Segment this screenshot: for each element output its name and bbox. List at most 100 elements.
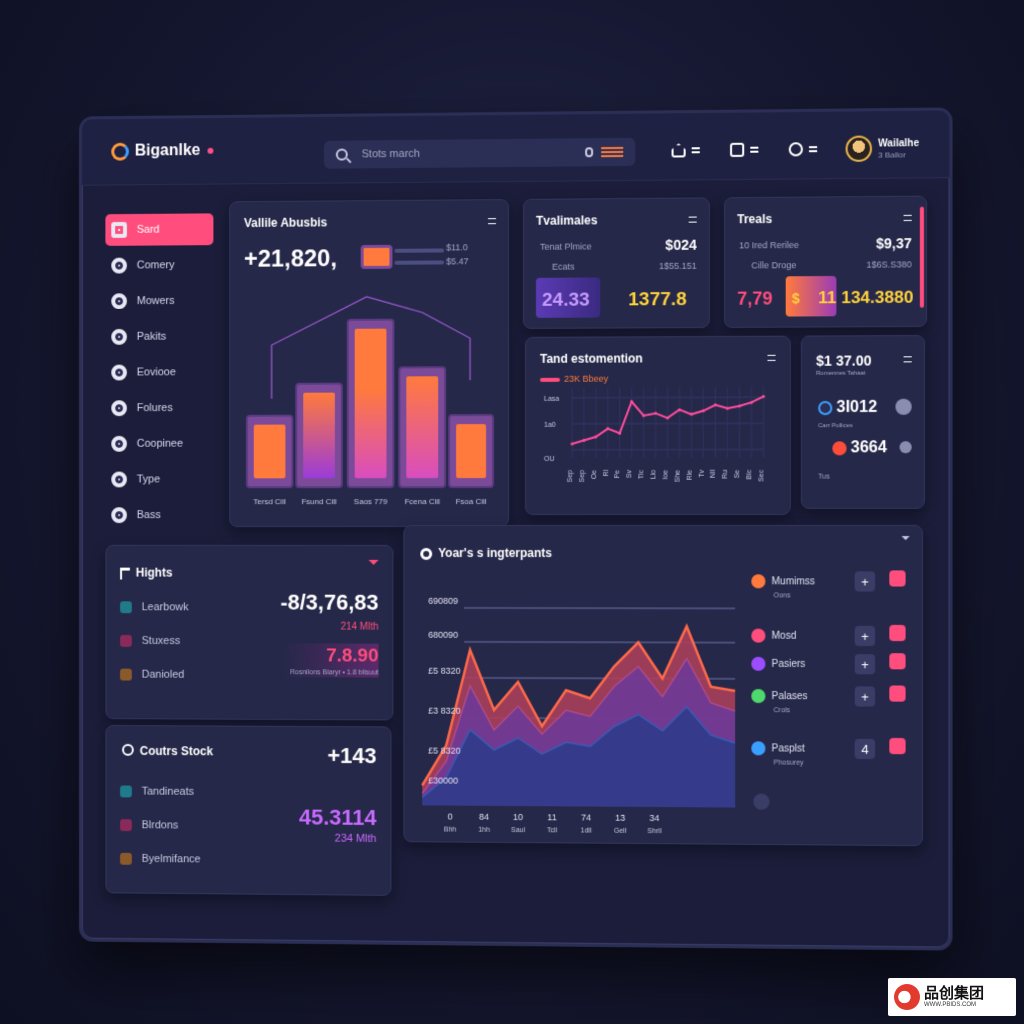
- mini-row2: 3664: [851, 439, 887, 457]
- trend-point[interactable]: [630, 400, 633, 403]
- member-add-button[interactable]: +: [855, 626, 875, 646]
- avatar[interactable]: [846, 135, 872, 161]
- sidebar-item-icon: [111, 258, 127, 274]
- app-logo[interactable]: Biganlke: [111, 142, 213, 161]
- sidebar-item[interactable]: Sard: [105, 213, 213, 246]
- sidebar-item[interactable]: Mowers: [105, 285, 213, 317]
- member-row[interactable]: Mosd: [751, 623, 907, 650]
- user-profile[interactable]: Wailalhe 3 Ballor: [846, 135, 920, 162]
- member-sub: Oons: [774, 592, 791, 599]
- value-bar[interactable]: [448, 414, 494, 488]
- book-nav[interactable]: [730, 143, 758, 157]
- trend-point[interactable]: [606, 427, 609, 430]
- member-row[interactable]: Mumimss: [751, 568, 907, 594]
- treals-card: Treals 10 Ired Rerilee $9,37 Cille Droge…: [724, 196, 927, 328]
- sidebar-item-label: Comery: [137, 259, 175, 271]
- member-add-button[interactable]: +: [855, 571, 875, 591]
- top-nav-icons: [672, 142, 818, 157]
- globe-nav[interactable]: [789, 142, 817, 156]
- legend-label: Byelmifance: [142, 853, 201, 865]
- trend-x-label: Rl: [603, 469, 610, 476]
- chevron-down-icon[interactable]: [902, 536, 910, 540]
- member-row[interactable]: Pasplst: [751, 735, 907, 762]
- trend-point[interactable]: [702, 409, 705, 412]
- trend-point[interactable]: [618, 432, 621, 435]
- trend-point[interactable]: [750, 401, 753, 404]
- member-icon: [751, 689, 765, 703]
- value-bar[interactable]: [398, 366, 446, 488]
- member-row[interactable]: Palases: [751, 683, 907, 710]
- legend-swatch: [120, 635, 132, 647]
- trend-point[interactable]: [762, 395, 765, 398]
- trend-x-label: Blc: [746, 469, 753, 479]
- home-nav[interactable]: [672, 143, 700, 157]
- mic-icon[interactable]: [585, 147, 593, 157]
- treals-big-right: 11 134.3880: [818, 288, 913, 309]
- treals-title: Treals: [737, 212, 772, 226]
- years-y-label: £5 8320: [428, 666, 460, 676]
- pager-dot[interactable]: [753, 794, 769, 810]
- member-pink-button[interactable]: [889, 570, 905, 586]
- trend-point[interactable]: [594, 435, 597, 438]
- mini-card: $1 37.00 Romennes Tahaat 3I012 Carr Poll…: [801, 335, 925, 509]
- card-menu-icon[interactable]: [689, 217, 697, 223]
- value-bar[interactable]: [246, 415, 293, 489]
- card-menu-icon[interactable]: [904, 356, 912, 362]
- years-card: Yoar's s ingterpants 690809 680090 £5 8320…: [403, 525, 923, 846]
- mini-row2-toggle[interactable]: [899, 441, 911, 453]
- mini-row2-icon: [832, 441, 846, 455]
- trend-point[interactable]: [582, 439, 585, 442]
- sidebar-item[interactable]: Comery: [105, 249, 213, 281]
- years-y-label: £3 8320: [428, 706, 460, 716]
- trend-point[interactable]: [642, 414, 645, 417]
- trend-point[interactable]: [678, 408, 681, 411]
- member-add-label: +: [861, 657, 869, 672]
- search-input[interactable]: Stots march: [362, 146, 585, 160]
- trend-point[interactable]: [571, 442, 574, 445]
- trend-chart: Lasa1a0OUSep Sep Oe Rl Pe Sv Tlc Llo Ioe She Rle Tv…: [526, 337, 790, 514]
- member-add-label: +: [861, 628, 869, 643]
- member-row[interactable]: Pasiers: [751, 651, 907, 678]
- logo-dot-icon: [207, 148, 213, 154]
- trend-point[interactable]: [654, 412, 657, 415]
- member-pink-button[interactable]: [889, 738, 905, 754]
- filter-icon[interactable]: [601, 147, 623, 157]
- member-add-button[interactable]: 4: [855, 739, 875, 759]
- trend-y-label: OU: [544, 456, 555, 463]
- mini-row1-toggle[interactable]: [895, 399, 911, 415]
- member-add-button[interactable]: +: [855, 654, 875, 674]
- trend-x-label: Tlc: [639, 469, 646, 479]
- value-bar[interactable]: [347, 319, 395, 489]
- courts-icon: [122, 744, 134, 756]
- search-bar[interactable]: Stots march: [324, 138, 635, 169]
- member-add-button[interactable]: +: [855, 686, 875, 706]
- card-menu-icon[interactable]: [904, 215, 912, 221]
- mini-row2-b: Tus: [818, 474, 830, 481]
- years-x-sublabel: 1dll: [581, 827, 592, 834]
- member-pink-button[interactable]: [889, 653, 905, 669]
- sidebar-item[interactable]: Folures: [105, 392, 213, 424]
- sidebar-item[interactable]: Pakits: [105, 321, 213, 353]
- value-card: Vallile Abusbis +21,820, $11.0 $5.47 Ter…: [229, 199, 509, 527]
- trend-y-label: Lasa: [544, 396, 559, 403]
- legend-label: Danioled: [142, 669, 185, 681]
- sidebar-item-label: Sard: [137, 224, 160, 236]
- member-pink-button[interactable]: [889, 685, 905, 701]
- trend-point[interactable]: [738, 404, 741, 407]
- trend-x-label: She: [674, 470, 681, 483]
- sidebar-item[interactable]: Coopinee: [105, 428, 213, 460]
- watermark-title: 品创集团: [924, 986, 984, 1002]
- courts-value2-sub: 234 Mlth: [335, 833, 377, 845]
- member-pink-button[interactable]: [889, 625, 905, 641]
- years-x-label: 13: [615, 813, 625, 823]
- trend-point[interactable]: [690, 413, 693, 416]
- value-bar[interactable]: [295, 383, 343, 489]
- trend-point[interactable]: [726, 407, 729, 410]
- trend-point[interactable]: [714, 403, 717, 406]
- trend-point[interactable]: [666, 416, 669, 419]
- sidebar-item[interactable]: Eoviooe: [105, 356, 213, 388]
- sidebar-item[interactable]: Bass: [105, 499, 213, 531]
- sidebar-item[interactable]: Type: [105, 463, 213, 495]
- menu-icon: [750, 147, 758, 153]
- chevron-down-icon[interactable]: [369, 560, 379, 565]
